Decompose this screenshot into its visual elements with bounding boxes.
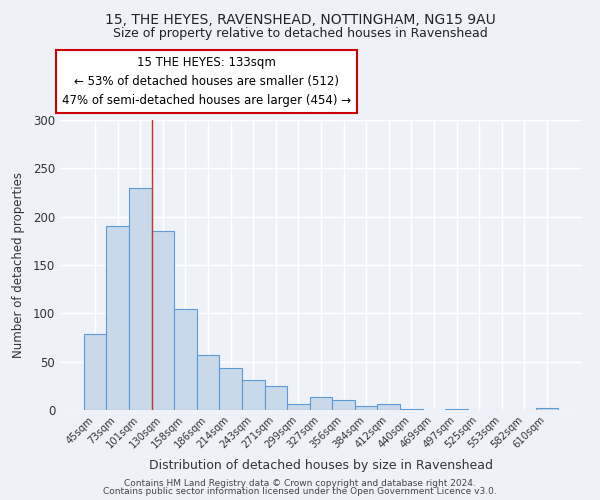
Bar <box>197 355 220 410</box>
Bar <box>310 398 332 410</box>
Bar <box>242 380 265 410</box>
Text: Contains HM Land Registry data © Crown copyright and database right 2024.: Contains HM Land Registry data © Crown c… <box>124 478 476 488</box>
Text: 15 THE HEYES: 133sqm
← 53% of detached houses are smaller (512)
47% of semi-deta: 15 THE HEYES: 133sqm ← 53% of detached h… <box>62 56 351 107</box>
Bar <box>265 386 287 410</box>
Bar <box>129 188 152 410</box>
Bar <box>445 409 468 410</box>
Bar <box>536 408 558 410</box>
Bar <box>400 409 422 410</box>
Bar <box>355 406 377 410</box>
Y-axis label: Number of detached properties: Number of detached properties <box>11 172 25 358</box>
Bar <box>377 404 400 410</box>
Bar <box>84 334 106 410</box>
Bar <box>287 404 310 410</box>
X-axis label: Distribution of detached houses by size in Ravenshead: Distribution of detached houses by size … <box>149 459 493 472</box>
Bar <box>220 368 242 410</box>
Bar <box>332 400 355 410</box>
Bar <box>152 231 174 410</box>
Text: 15, THE HEYES, RAVENSHEAD, NOTTINGHAM, NG15 9AU: 15, THE HEYES, RAVENSHEAD, NOTTINGHAM, N… <box>104 12 496 26</box>
Bar <box>106 226 129 410</box>
Text: Contains public sector information licensed under the Open Government Licence v3: Contains public sector information licen… <box>103 487 497 496</box>
Bar <box>174 308 197 410</box>
Text: Size of property relative to detached houses in Ravenshead: Size of property relative to detached ho… <box>113 28 487 40</box>
